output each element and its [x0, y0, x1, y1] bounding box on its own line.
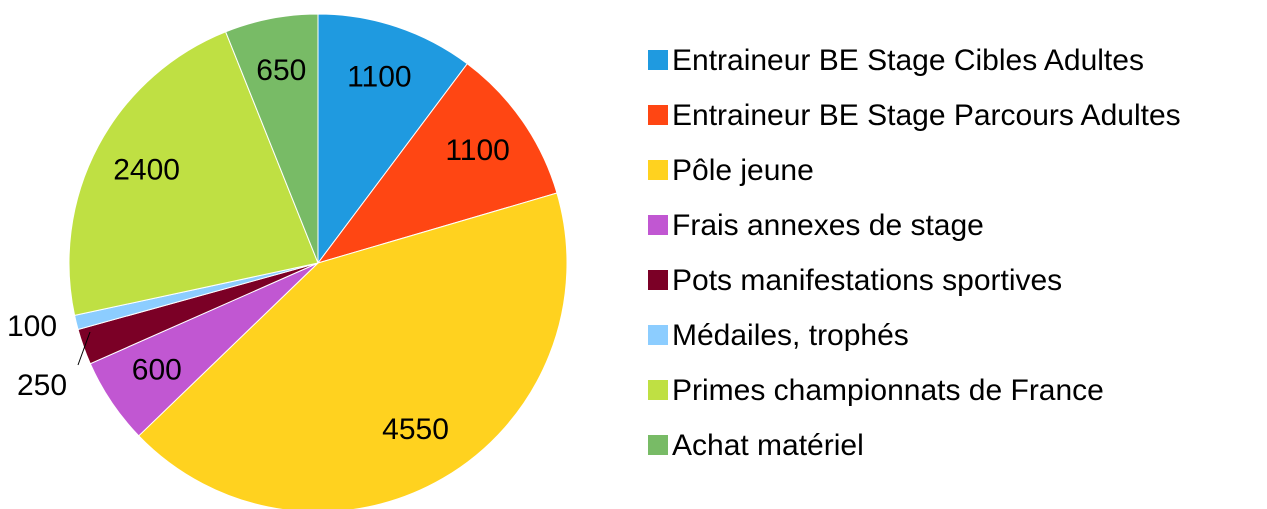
legend-swatch [648, 105, 668, 125]
legend-label: Entraineur BE Stage Cibles Adultes [672, 44, 1144, 77]
legend-swatch [648, 215, 668, 235]
pie-slice [225, 13, 319, 264]
data-label: 4550 [382, 413, 449, 446]
legend-item: Entraineur BE Stage Cibles Adultes [640, 40, 1265, 81]
legend-item: Pôle jeune [640, 150, 1265, 191]
pie-slice [316, 63, 558, 264]
legend-swatch [648, 380, 668, 400]
pie-area: 1100 1100 4550 600 250 100 2400 650 [7, 13, 568, 509]
legend-item: Frais annexes de stage [640, 205, 1265, 246]
pie-slice [138, 192, 568, 509]
data-label: 2400 [113, 154, 180, 187]
legend-swatch [648, 435, 668, 455]
data-label: 600 [132, 353, 182, 386]
legend-swatch [648, 325, 668, 345]
data-label: 1100 [347, 61, 412, 94]
leader-line [77, 331, 91, 366]
legend-label: Frais annexes de stage [672, 209, 984, 242]
legend-item: Entraineur BE Stage Parcours Adultes [640, 95, 1265, 136]
legend-label: Entraineur BE Stage Parcours Adultes [672, 99, 1181, 132]
legend-swatch [648, 270, 668, 290]
legend-label: Médailes, trophés [672, 319, 909, 352]
legend-item: Primes championnats de France [640, 370, 1265, 411]
pie-slice [317, 13, 468, 265]
legend-label: Achat matériel [672, 429, 864, 462]
legend-item: Pots manifestations sportives [640, 260, 1265, 301]
legend-label: Primes championnats de France [672, 374, 1104, 407]
legend-item: Médailes, trophés [640, 315, 1265, 356]
data-label: 250 [17, 369, 67, 402]
data-label: 650 [256, 54, 306, 87]
legend-swatch [648, 50, 668, 70]
data-label: 1100 [445, 134, 510, 167]
legend: Entraineur BE Stage Cibles Adultes Entrai… [640, 40, 1265, 480]
pie-slice [68, 31, 319, 316]
data-label: 100 [7, 310, 57, 343]
legend-item: Achat matériel [640, 425, 1265, 466]
legend-swatch [648, 160, 668, 180]
legend-label: Pôle jeune [672, 154, 814, 187]
legend-label: Pots manifestations sportives [672, 264, 1063, 297]
